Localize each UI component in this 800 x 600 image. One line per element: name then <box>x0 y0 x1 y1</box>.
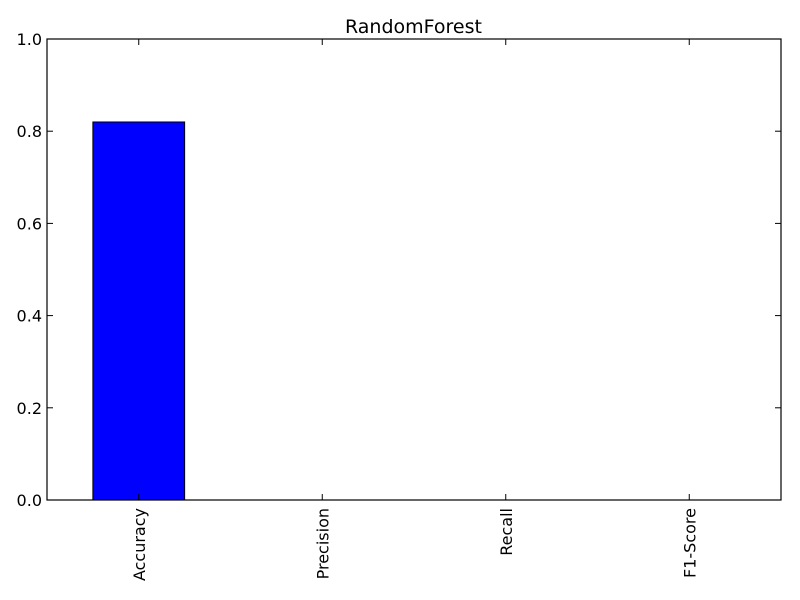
x-tick-label: Precision <box>313 508 332 579</box>
y-tick-label: 0.2 <box>17 399 42 418</box>
y-tick-label: 0.8 <box>17 122 42 141</box>
y-tick-label: 1.0 <box>17 30 42 49</box>
x-tick-label: F1-Score <box>680 508 699 578</box>
bar-accuracy <box>92 121 186 501</box>
chart-title: RandomForest <box>345 16 482 38</box>
plot-area-frame <box>46 38 782 501</box>
x-tick-label: Accuracy <box>130 508 149 581</box>
y-tick-label: 0.6 <box>17 214 42 233</box>
y-tick-label: 0.4 <box>17 307 42 326</box>
y-tick-label: 0.0 <box>17 491 42 510</box>
x-tick-label: Recall <box>497 508 516 556</box>
